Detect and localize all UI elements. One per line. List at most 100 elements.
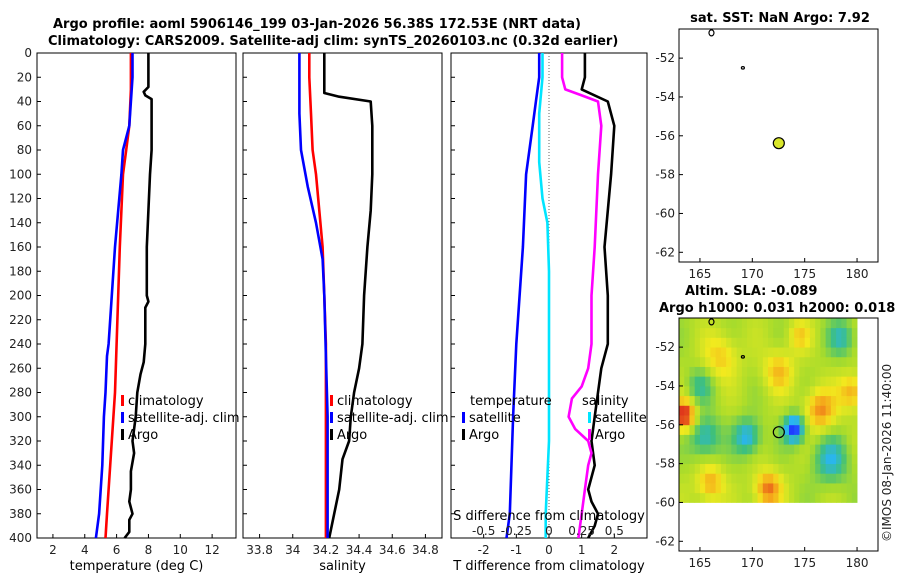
sla-heatmap-cell — [820, 453, 827, 465]
sla-heatmap-cell — [741, 473, 748, 484]
temperature-legend-label-climatology: climatology — [128, 394, 204, 409]
sla-heatmap-cell — [731, 434, 738, 445]
sla-heatmap-cell — [799, 327, 806, 338]
sla-heatmap-cell — [836, 376, 842, 387]
sla-heatmap-cell — [762, 376, 769, 387]
sla-heatmap-cell — [720, 366, 727, 377]
sla-heatmap-cell — [799, 453, 806, 465]
difference-top-label: S difference from climatology — [453, 509, 645, 524]
sla-heatmap-cell — [846, 327, 853, 338]
salinity-legend-label-argo: Argo — [337, 428, 367, 443]
sla-heatmap-cell — [715, 385, 722, 397]
sla-heatmap-cell — [720, 483, 727, 494]
sla-heatmap-cell — [825, 356, 832, 367]
sla-heatmap-cell — [710, 453, 717, 465]
sla-heatmap-cell — [694, 434, 701, 445]
sla-heatmap-cell — [809, 366, 816, 377]
sla-heatmap-cell — [768, 424, 774, 435]
sla-heatmap-cell — [720, 405, 727, 416]
difference-series-t-satellite — [505, 53, 541, 539]
sla-heatmap-cell — [768, 337, 774, 348]
sla-heatmap-cell — [830, 405, 837, 416]
sla-heatmap-cell — [841, 415, 847, 426]
sla-heatmap-cell — [794, 444, 800, 455]
sla-heatmap-cell — [794, 366, 800, 377]
sla-heatmap-cell — [804, 415, 811, 426]
sla_map-ytick-label: -58 — [655, 457, 675, 471]
sla-heatmap-cell — [694, 444, 701, 455]
sla-heatmap-cell — [809, 385, 816, 397]
sla-heatmap-cell — [736, 395, 743, 406]
sla-heatmap-cell — [778, 444, 785, 455]
sla-heatmap-cell — [726, 347, 732, 358]
sla-heatmap-cell — [778, 318, 785, 329]
sla-heatmap-cell — [851, 463, 858, 474]
sla-heatmap-cell — [851, 415, 858, 426]
sla-heatmap-cell — [794, 356, 800, 367]
sla-heatmap-cell — [720, 337, 727, 348]
sla-heatmap-cell — [804, 395, 811, 406]
sla_map-xtick-label: 175 — [793, 556, 816, 570]
sla-heatmap-cell — [689, 473, 696, 484]
sla-heatmap-cell — [705, 415, 711, 426]
sla-heatmap-cell — [794, 415, 800, 426]
temperature-ytick-label: 220 — [9, 313, 32, 327]
sla-heatmap-cell — [799, 492, 806, 503]
sla-heatmap-cell — [809, 318, 816, 329]
sla-heatmap-cell — [794, 434, 800, 445]
sla-heatmap-cell — [788, 405, 795, 416]
sla-heatmap-cell — [783, 434, 790, 445]
sla-heatmap-cell — [705, 337, 711, 348]
sla-heatmap-cell — [841, 337, 847, 348]
sla-heatmap-cell — [757, 347, 764, 358]
sla-heatmap-cell — [684, 376, 690, 387]
sla-heatmap-cell — [820, 347, 827, 358]
sla-heatmap-cell — [699, 492, 706, 503]
sla-heatmap-cell — [689, 444, 696, 455]
sla-heatmap-cell — [684, 327, 690, 338]
sla-heatmap-cell — [752, 318, 758, 329]
difference-temperature-legend-swatch-argo — [462, 429, 465, 440]
sla-heatmap-cell — [757, 415, 764, 426]
sla-heatmap-cell — [757, 385, 764, 397]
sla-heatmap-cell — [768, 492, 774, 503]
temperature-axes-box — [36, 52, 237, 539]
sla-heatmap-cell — [752, 366, 758, 377]
sst-map-argo-marker — [772, 137, 785, 150]
sla-heatmap-cell — [747, 405, 753, 416]
sla-heatmap-cell — [731, 415, 738, 426]
sla-heatmap-cell — [804, 327, 811, 338]
sla-heatmap-cell — [694, 366, 701, 377]
sla-heatmap-cell — [715, 318, 722, 329]
sla-heatmap-cell — [783, 473, 790, 484]
sla-heatmap-cell — [846, 463, 853, 474]
sla-heatmap-cell — [689, 376, 696, 387]
sla-heatmap-cell — [820, 405, 827, 416]
sla-heatmap-cell — [773, 366, 779, 377]
sla-heatmap-cell — [768, 318, 774, 329]
sla-heatmap-cell — [705, 424, 711, 435]
sla-heatmap-cell — [736, 444, 743, 455]
sla-heatmap-cell — [830, 327, 837, 338]
sla-heatmap-cell — [773, 376, 779, 387]
sla-heatmap-cell — [747, 385, 753, 397]
sla-heatmap-cell — [841, 405, 847, 416]
sla-heatmap-cell — [684, 405, 690, 416]
sla-heatmap-cell — [689, 318, 696, 329]
sla-heatmap-cell — [762, 492, 769, 503]
sla-heatmap-cell — [773, 356, 779, 367]
sla-heatmap-cell — [689, 395, 696, 406]
sst_map-island-outline — [708, 29, 715, 37]
difference-series-t-argo — [580, 53, 616, 539]
sla-heatmap-cell — [741, 327, 748, 338]
difference-salinity-legend-swatch-argo — [588, 429, 591, 440]
sla-heatmap-cell — [809, 337, 816, 348]
sla-heatmap-cell — [783, 337, 790, 348]
sla-heatmap-cell — [679, 395, 685, 406]
sla-heatmap-cell — [841, 385, 847, 397]
sla-heatmap-cell — [799, 473, 806, 484]
sla-heatmap-cell — [788, 434, 795, 445]
temperature-legend-label-argo: Argo — [128, 428, 158, 443]
sla-heatmap-cell — [820, 434, 827, 445]
sla-heatmap-cell — [694, 483, 701, 494]
